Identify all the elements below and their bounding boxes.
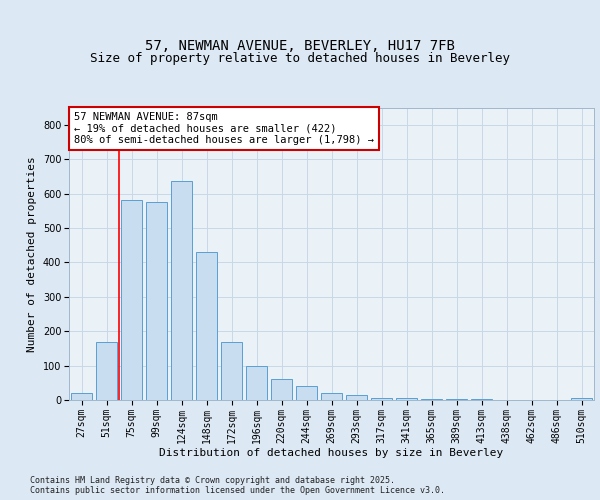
Bar	[171, 182, 192, 400]
Bar	[121, 200, 142, 400]
Y-axis label: Number of detached properties: Number of detached properties	[28, 156, 37, 352]
Text: Size of property relative to detached houses in Beverley: Size of property relative to detached ho…	[90, 52, 510, 65]
Bar	[71, 393, 92, 400]
Bar	[246, 366, 267, 400]
Text: 57 NEWMAN AVENUE: 87sqm
← 19% of detached houses are smaller (422)
80% of semi-d: 57 NEWMAN AVENUE: 87sqm ← 19% of detache…	[74, 112, 374, 145]
Bar	[196, 252, 217, 400]
Bar	[271, 380, 292, 400]
Bar	[571, 398, 592, 400]
Bar	[321, 393, 342, 400]
Bar	[146, 202, 167, 400]
Bar	[396, 398, 417, 400]
Bar	[221, 342, 242, 400]
Bar	[371, 398, 392, 400]
Text: 57, NEWMAN AVENUE, BEVERLEY, HU17 7FB: 57, NEWMAN AVENUE, BEVERLEY, HU17 7FB	[145, 38, 455, 52]
Bar	[96, 342, 117, 400]
X-axis label: Distribution of detached houses by size in Beverley: Distribution of detached houses by size …	[160, 448, 503, 458]
Text: Contains HM Land Registry data © Crown copyright and database right 2025.
Contai: Contains HM Land Registry data © Crown c…	[30, 476, 445, 495]
Bar	[421, 399, 442, 400]
Bar	[296, 386, 317, 400]
Bar	[346, 395, 367, 400]
